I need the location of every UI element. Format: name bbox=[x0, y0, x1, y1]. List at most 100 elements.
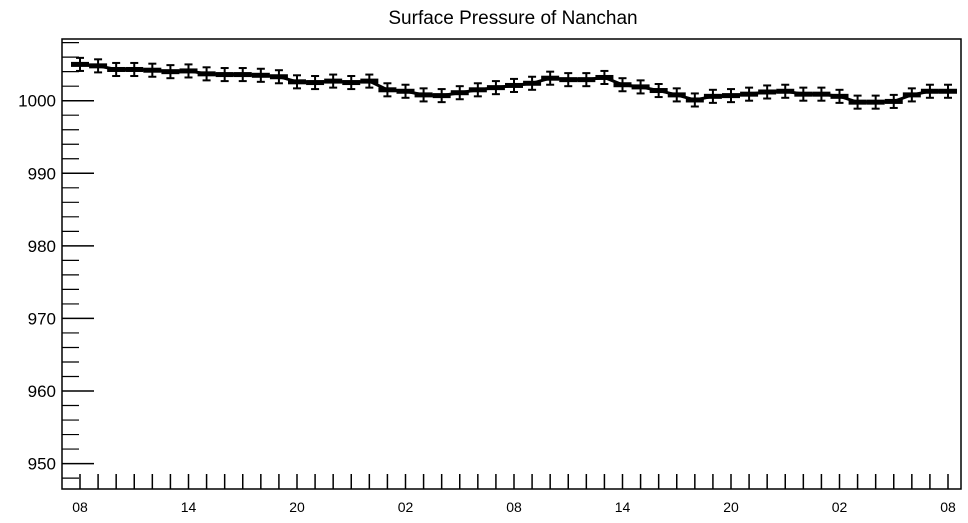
data-point bbox=[179, 63, 198, 79]
point-marker bbox=[71, 61, 89, 67]
data-point bbox=[486, 80, 505, 96]
data-point bbox=[251, 67, 270, 83]
x-tick-label: 02 bbox=[832, 499, 848, 515]
point-marker bbox=[161, 69, 180, 75]
point-marker bbox=[559, 77, 578, 83]
x-tick-label: 08 bbox=[506, 499, 522, 515]
point-marker bbox=[324, 78, 343, 84]
point-marker bbox=[631, 84, 650, 90]
data-point bbox=[360, 73, 379, 89]
data-point bbox=[884, 93, 903, 109]
data-point bbox=[378, 82, 397, 98]
point-marker bbox=[125, 66, 144, 72]
point-marker bbox=[866, 99, 885, 105]
data-point bbox=[920, 83, 939, 99]
point-marker bbox=[233, 72, 252, 78]
point-marker bbox=[812, 91, 831, 97]
data-point bbox=[649, 83, 668, 99]
point-marker bbox=[830, 93, 849, 99]
point-marker bbox=[342, 80, 361, 86]
point-marker bbox=[378, 87, 397, 93]
x-axis: 08 14 20 02 08 14 20 02 08 bbox=[72, 474, 956, 515]
data-point bbox=[902, 87, 921, 103]
data-point bbox=[269, 69, 288, 85]
y-tick-label: 960 bbox=[28, 382, 56, 401]
point-marker bbox=[703, 93, 722, 99]
data-point bbox=[414, 87, 433, 103]
data-point bbox=[468, 82, 487, 98]
point-marker bbox=[179, 68, 198, 74]
data-point bbox=[740, 86, 759, 102]
data-point bbox=[89, 58, 108, 74]
point-marker bbox=[414, 92, 433, 98]
point-marker bbox=[197, 71, 216, 77]
x-tick-label: 08 bbox=[72, 499, 88, 515]
data-point bbox=[794, 86, 813, 102]
y-tick-label: 990 bbox=[28, 164, 56, 183]
data-point bbox=[71, 56, 89, 72]
data-point bbox=[107, 61, 126, 78]
point-marker bbox=[649, 88, 668, 94]
x-tick-label: 20 bbox=[723, 499, 739, 515]
point-marker bbox=[450, 90, 469, 96]
y-axis: 950 960 970 980 990 1000 bbox=[18, 92, 94, 474]
point-marker bbox=[486, 85, 505, 91]
point-marker bbox=[288, 79, 306, 85]
x-tick-label: 08 bbox=[940, 499, 956, 515]
data-point bbox=[541, 70, 560, 86]
point-marker bbox=[505, 82, 523, 88]
y-tick-label: 1000 bbox=[18, 92, 56, 111]
data-point bbox=[523, 75, 542, 91]
data-point bbox=[197, 66, 216, 82]
point-marker bbox=[432, 93, 451, 99]
data-point bbox=[776, 83, 795, 99]
data-point bbox=[595, 69, 614, 85]
point-marker bbox=[902, 92, 921, 98]
point-marker bbox=[215, 72, 234, 78]
pressure-series bbox=[71, 56, 957, 110]
point-marker bbox=[667, 92, 686, 98]
point-marker bbox=[848, 99, 867, 105]
point-marker bbox=[758, 89, 777, 95]
y-tick-label: 950 bbox=[28, 455, 56, 474]
data-point bbox=[143, 62, 162, 78]
data-point bbox=[812, 86, 831, 102]
data-point bbox=[306, 75, 325, 91]
point-marker bbox=[920, 88, 939, 94]
y-tick-label: 980 bbox=[28, 237, 56, 256]
data-point bbox=[667, 87, 686, 103]
point-marker bbox=[269, 74, 288, 80]
plot-frame bbox=[61, 38, 962, 490]
point-marker bbox=[685, 97, 704, 103]
x-tick-label: 14 bbox=[181, 499, 197, 515]
point-marker bbox=[740, 91, 759, 97]
data-point bbox=[848, 94, 867, 110]
data-point bbox=[685, 92, 704, 108]
data-point bbox=[396, 83, 415, 99]
data-point bbox=[631, 79, 650, 95]
point-marker bbox=[884, 98, 903, 104]
point-marker bbox=[468, 87, 487, 93]
data-point bbox=[450, 85, 469, 101]
data-point bbox=[830, 88, 849, 104]
data-point bbox=[342, 75, 361, 91]
data-point bbox=[125, 61, 144, 78]
x-tick-label: 20 bbox=[289, 499, 305, 515]
point-marker bbox=[107, 66, 126, 72]
point-marker bbox=[89, 63, 108, 69]
point-marker bbox=[794, 91, 813, 97]
data-point bbox=[866, 94, 885, 110]
point-marker bbox=[143, 67, 162, 73]
data-point bbox=[161, 64, 180, 80]
data-point bbox=[939, 83, 957, 99]
point-marker bbox=[306, 80, 325, 86]
data-point bbox=[559, 72, 578, 88]
point-marker bbox=[396, 88, 415, 94]
point-marker bbox=[541, 75, 560, 81]
data-point bbox=[432, 88, 451, 104]
data-point bbox=[577, 72, 596, 88]
point-marker bbox=[360, 78, 379, 84]
data-point bbox=[233, 67, 252, 83]
